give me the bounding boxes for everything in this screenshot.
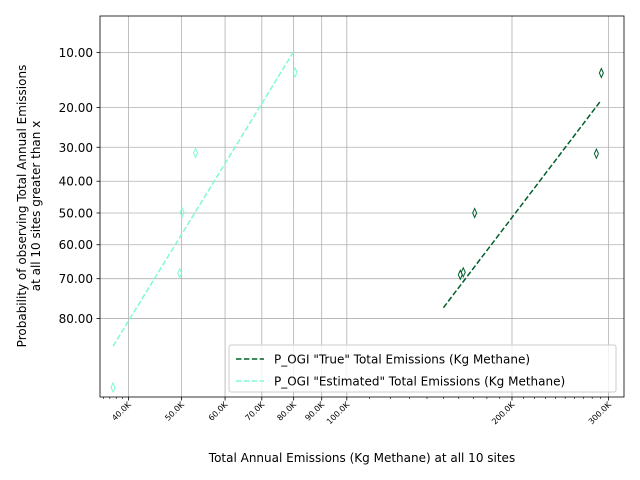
x-axis-label: Total Annual Emissions (Kg Methane) at a…	[208, 451, 515, 465]
legend: P_OGI "True" Total Emissions (Kg Methane…	[228, 344, 617, 393]
data-point	[192, 147, 199, 159]
x-tick-label: 200.0K	[490, 400, 517, 427]
y-tick-label: 60.00	[59, 238, 93, 252]
data-point	[460, 266, 466, 279]
plot-area	[100, 16, 624, 397]
y-tick-label: 20.00	[59, 101, 93, 115]
x-tick-label: 40.0K	[110, 400, 133, 423]
y-tick-label: 70.00	[59, 272, 93, 286]
series-estimated	[110, 51, 298, 394]
x-tick-label: 70.0K	[244, 400, 267, 423]
legend-label-true: P_OGI "True" Total Emissions (Kg Methane…	[274, 353, 530, 367]
y-tick-label: 40.00	[59, 175, 93, 189]
data-point	[292, 66, 298, 79]
data-point	[179, 206, 185, 219]
series-layer	[110, 51, 604, 394]
legend-label-estimated: P_OGI "Estimated" Total Emissions (Kg Me…	[274, 375, 565, 389]
x-tick-label: 90.0K	[303, 400, 326, 423]
y-axis-label-line-1: Probability of observing Total Annual Em…	[15, 65, 29, 348]
data-point	[472, 207, 478, 219]
legend-box	[228, 344, 617, 393]
data-point	[457, 269, 463, 281]
y-axis-label-line-2: at all 10 sites greater than x	[29, 121, 43, 292]
x-tick-label: 300.0K	[587, 400, 614, 427]
x-tick-label: 50.0K	[163, 400, 186, 423]
data-point	[598, 67, 604, 79]
y-tick-label: 10.00	[59, 46, 93, 60]
y-tick-label: 50.00	[59, 206, 93, 220]
data-point	[177, 267, 183, 280]
plot-frame	[99, 15, 625, 398]
grid	[100, 16, 624, 397]
series-true	[442, 67, 604, 309]
x-tick-label: 60.0K	[207, 400, 230, 423]
data-point	[110, 381, 116, 394]
data-point	[593, 147, 599, 160]
y-tick-label: 30.00	[59, 141, 93, 155]
x-tick-label: 80.0K	[275, 400, 298, 423]
x-tick-label: 100.0K	[325, 400, 352, 427]
fit-line	[112, 51, 295, 347]
fit-line	[442, 100, 602, 309]
y-tick-label: 80.00	[59, 312, 93, 326]
